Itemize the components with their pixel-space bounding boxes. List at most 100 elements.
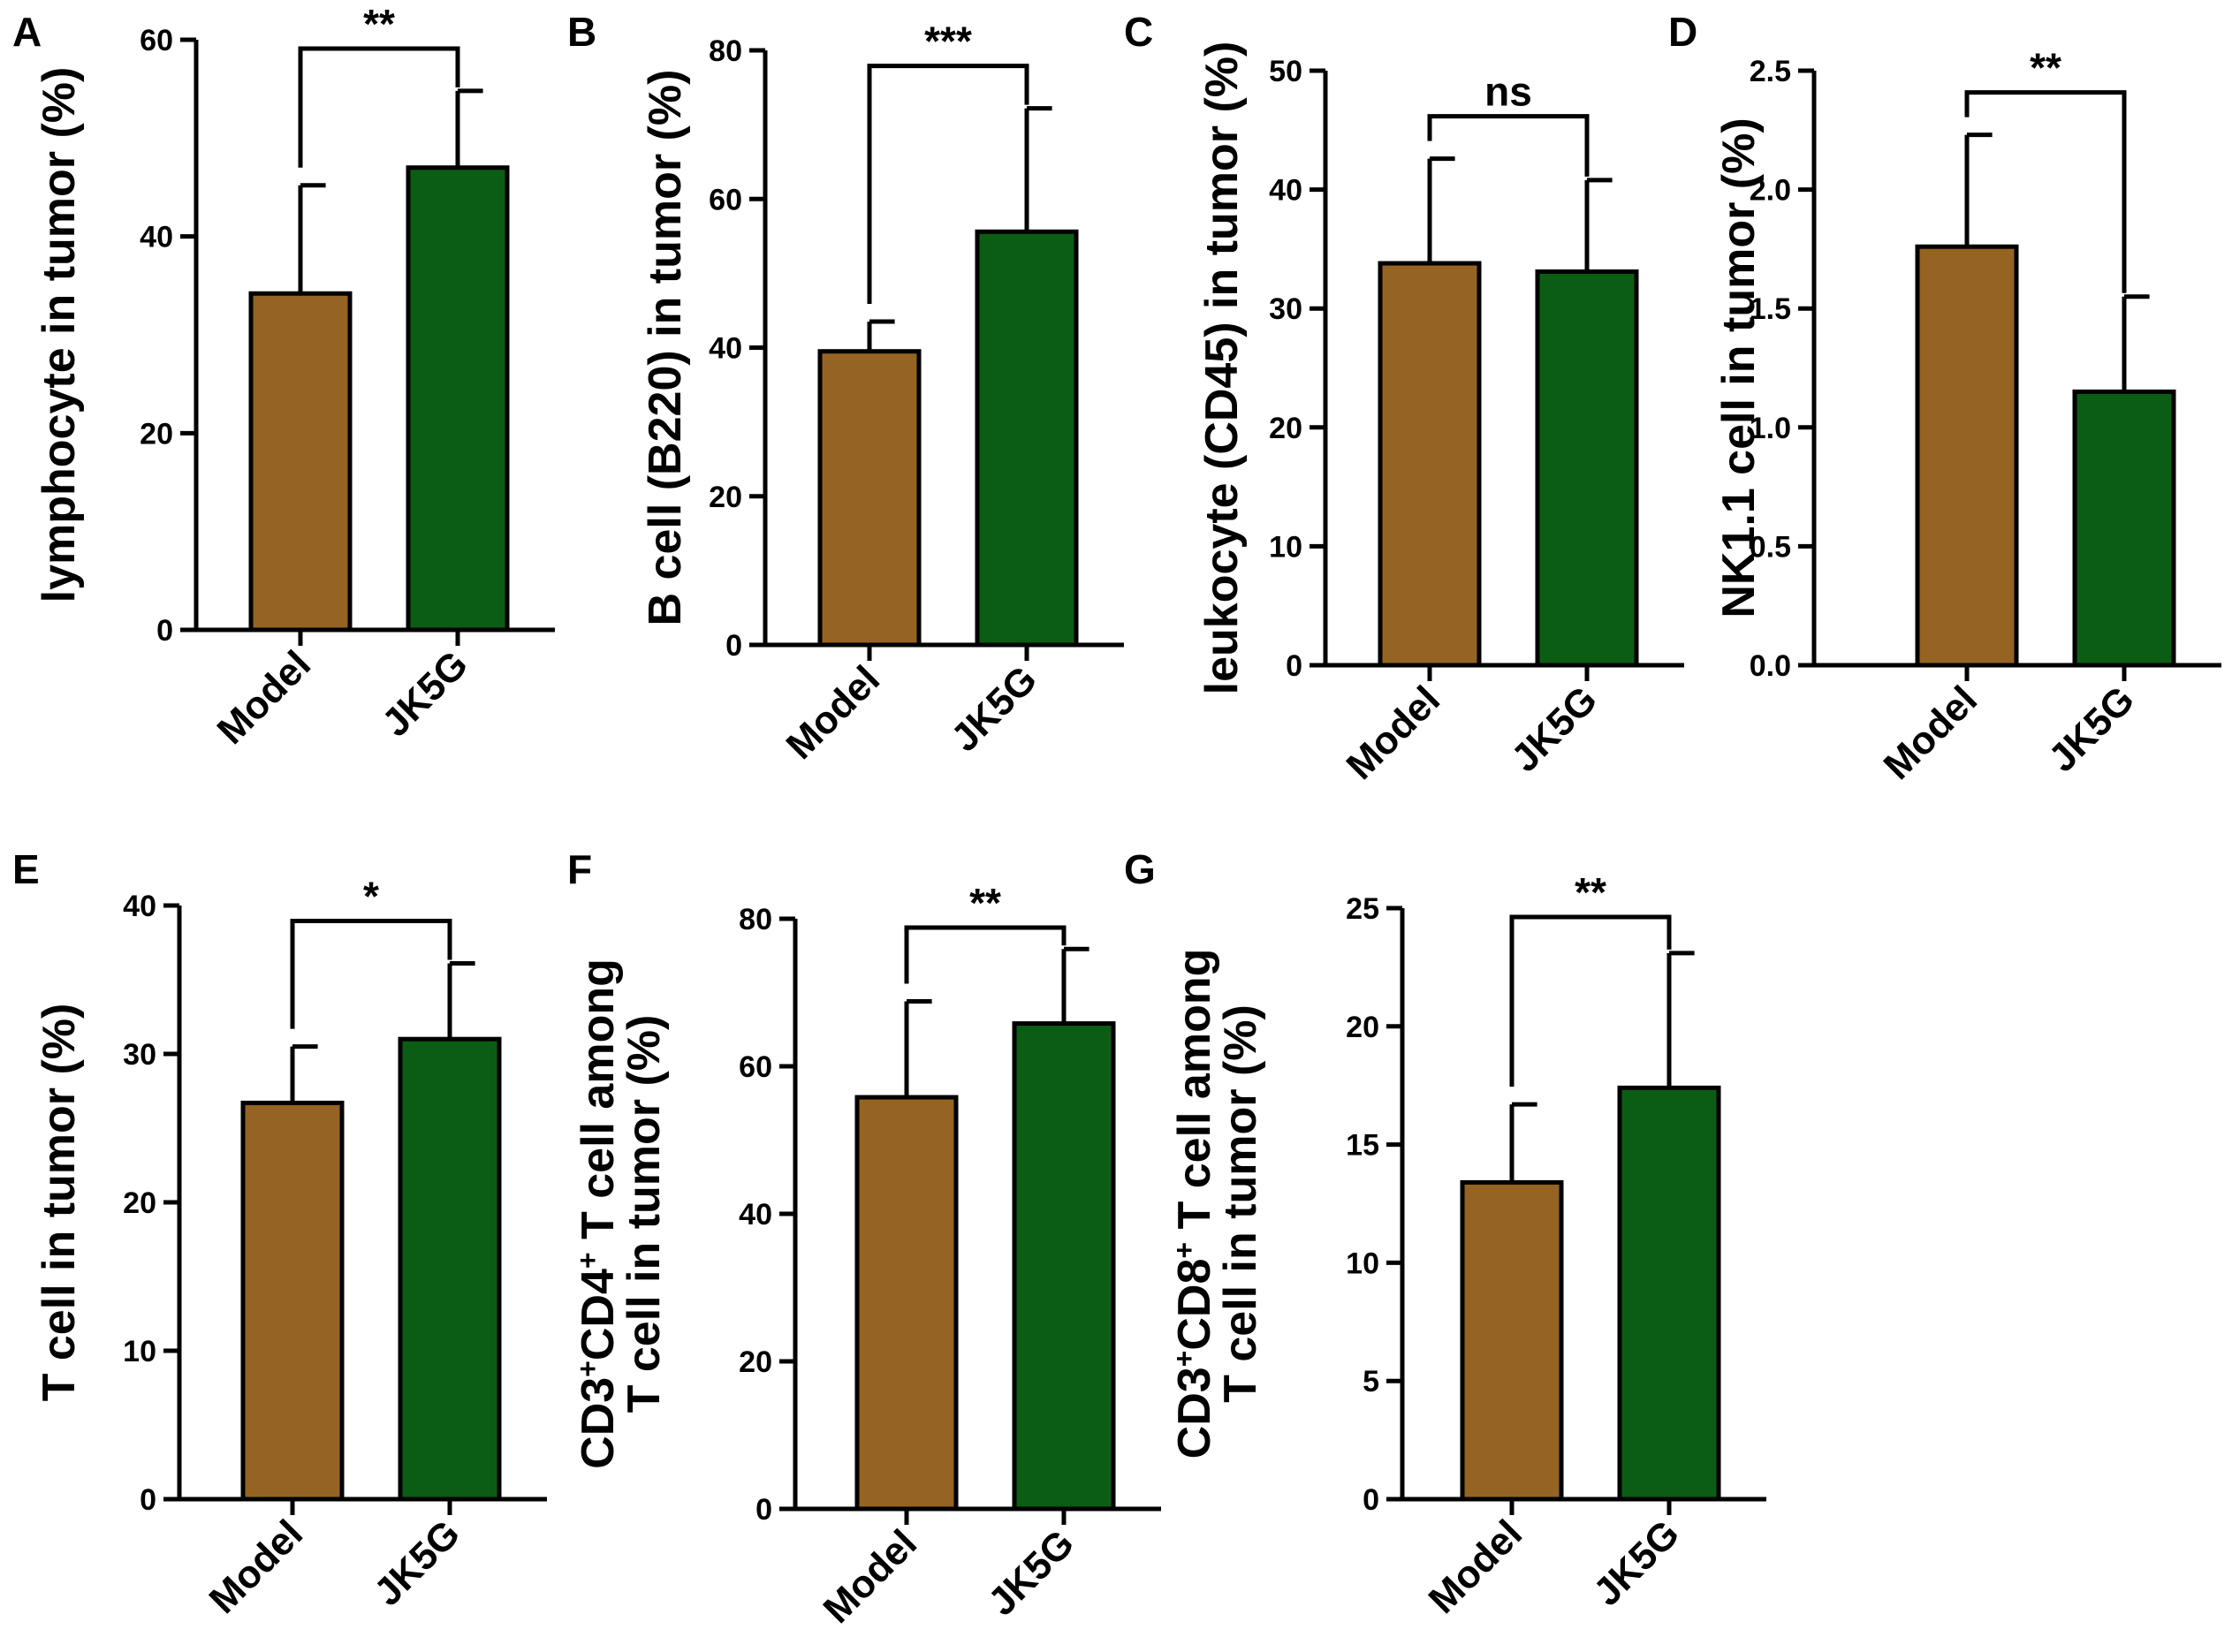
y-tick-label: 1.5 [1750,292,1791,326]
y-tick-label: 80 [739,903,772,936]
superscript-plus: + [572,1360,604,1377]
y-tick-label: 10 [1346,1247,1379,1280]
y-axis-label-line: leukocyte (CD45) in tumor (%) [1196,42,1248,695]
y-tick-label: 60 [140,24,173,57]
y-tick-label: 40 [739,1198,772,1231]
superscript-plus: + [1168,1242,1200,1259]
y-axis-label-text: T cell in tumor (%) [619,1015,670,1413]
bar-model [1915,244,2019,668]
bar-jk5g [975,229,1079,648]
superscript-plus: + [572,1252,604,1269]
chart-panel-d: D 0.0 0.5 1.0 1.5 2.0 2.5 Model JK5G ** NK1.1 cell… [1668,9,2221,788]
category-label: Model [1421,1512,1531,1622]
y-axis-label-text: CD3 [573,1377,624,1469]
category-label: Model [209,642,320,753]
y-tick-label: 0.5 [1750,530,1791,564]
bar-jk5g [1617,1085,1721,1502]
y-axis-label-line: T cell in tumor (%) [34,1004,85,1402]
significance-label: ** [363,1,395,47]
bar-jk5g [1012,1021,1116,1512]
y-tick-label: 20 [709,481,742,514]
y-tick-label: 25 [1346,892,1379,926]
y-axis-label-line: T cell in tumor (%) [1215,1004,1266,1403]
y-tick-label: 40 [123,890,156,923]
significance-label: *** [924,19,972,64]
y-axis-label-text: NK1.1 cell in tumor (%) [1713,117,1765,618]
y-tick-label: 0 [140,1483,156,1517]
chart-panel-a: A 0 20 40 60 Model JK5G ** lymphocyte in tumor (… [12,1,555,753]
significance-bracket [290,919,452,1029]
y-tick-label: 20 [1346,1011,1379,1044]
category-label: JK5G [980,1521,1082,1624]
bar-model [248,291,353,633]
bar-model [1460,1179,1564,1502]
chart-panel-b: B 0 20 40 60 80 Model JK5G *** B cell (B220) in t… [567,9,1124,768]
y-tick-label: 20 [123,1186,156,1220]
y-tick-label: 60 [739,1050,772,1084]
panel-letter: A [12,9,42,55]
category-label: Model [816,1521,926,1632]
y-axis-label-text: CD8 [1169,1259,1220,1351]
y-tick-label: 40 [709,332,742,366]
y-tick-label: 80 [709,34,742,68]
superscript-plus: + [1168,1351,1200,1368]
y-tick-label: 40 [1269,174,1302,208]
y-tick-label: 0 [755,1493,772,1527]
y-tick-label: 10 [123,1335,156,1368]
category-label: JK5G [1585,1512,1688,1614]
category-label: JK5G [2040,678,2143,780]
panel-letter: C [1124,9,1153,55]
y-axis-label-text: CD3 [1169,1367,1220,1459]
bar-model [240,1100,345,1502]
bar-jk5g [1535,269,1639,668]
bar-jk5g [398,1036,502,1502]
y-axis-label-line: CD3+CD4+ T cell among [572,959,624,1469]
y-tick-label: 20 [140,417,173,451]
y-tick-label: 1.0 [1750,412,1791,445]
significance-bracket [1964,90,2127,293]
y-tick-label: 0 [1363,1483,1379,1517]
significance-label: * [363,874,379,920]
category-label: JK5G [366,1512,468,1614]
y-tick-label: 5 [1363,1365,1379,1398]
significance-label: ** [1575,869,1606,915]
bar-jk5g [406,165,510,633]
y-axis-label-line: CD3+CD8+ T cell among [1168,949,1220,1459]
y-axis-label-line: T cell in tumor (%) [619,1015,670,1413]
y-axis-label-text: T cell in tumor (%) [1215,1004,1266,1403]
y-tick-label: 10 [1269,530,1302,564]
chart-panel-c: C 0 10 20 30 40 50 Model JK5G ns leukocyte (CD45) … [1124,9,1684,788]
category-label: Model [201,1512,312,1622]
y-axis-label-text: CD4 [573,1269,624,1360]
significance-bracket [1427,114,1590,177]
panel-letter: E [12,846,40,892]
y-axis-label-text: T cell in tumor (%) [34,1004,85,1402]
panel-letter: F [567,846,592,892]
significance-label: ** [969,880,1001,926]
y-tick-label: 15 [1346,1129,1379,1163]
panel-letter: B [567,9,596,55]
y-axis-label-text: B cell (B220) in tumor (%) [640,70,691,626]
chart-panel-e: E 0 10 20 30 40 Model JK5G * T cell in tumor (%) [12,846,547,1622]
y-tick-label: 0 [156,614,173,648]
category-label: JK5G [374,642,476,745]
y-tick-label: 2.0 [1750,174,1791,208]
y-tick-label: 0 [1286,649,1302,683]
y-tick-label: 20 [1269,412,1302,445]
y-tick-label: 50 [1269,55,1302,88]
y-tick-label: 60 [709,183,742,216]
y-axis-label-line: lymphocyte in tumor (%) [34,67,85,603]
y-tick-label: 30 [1269,292,1302,326]
y-tick-label: 0.0 [1750,649,1791,683]
category-label: Model [1876,678,1986,788]
significance-label: ns [1484,69,1532,115]
category-label: JK5G [943,657,1045,760]
y-axis-label-text: T cell among [573,959,624,1252]
y-axis-label-line: NK1.1 cell in tumor (%) [1713,117,1765,618]
panel-letter: D [1668,9,1697,55]
y-tick-label: 30 [123,1038,156,1072]
y-tick-label: 40 [140,221,173,254]
